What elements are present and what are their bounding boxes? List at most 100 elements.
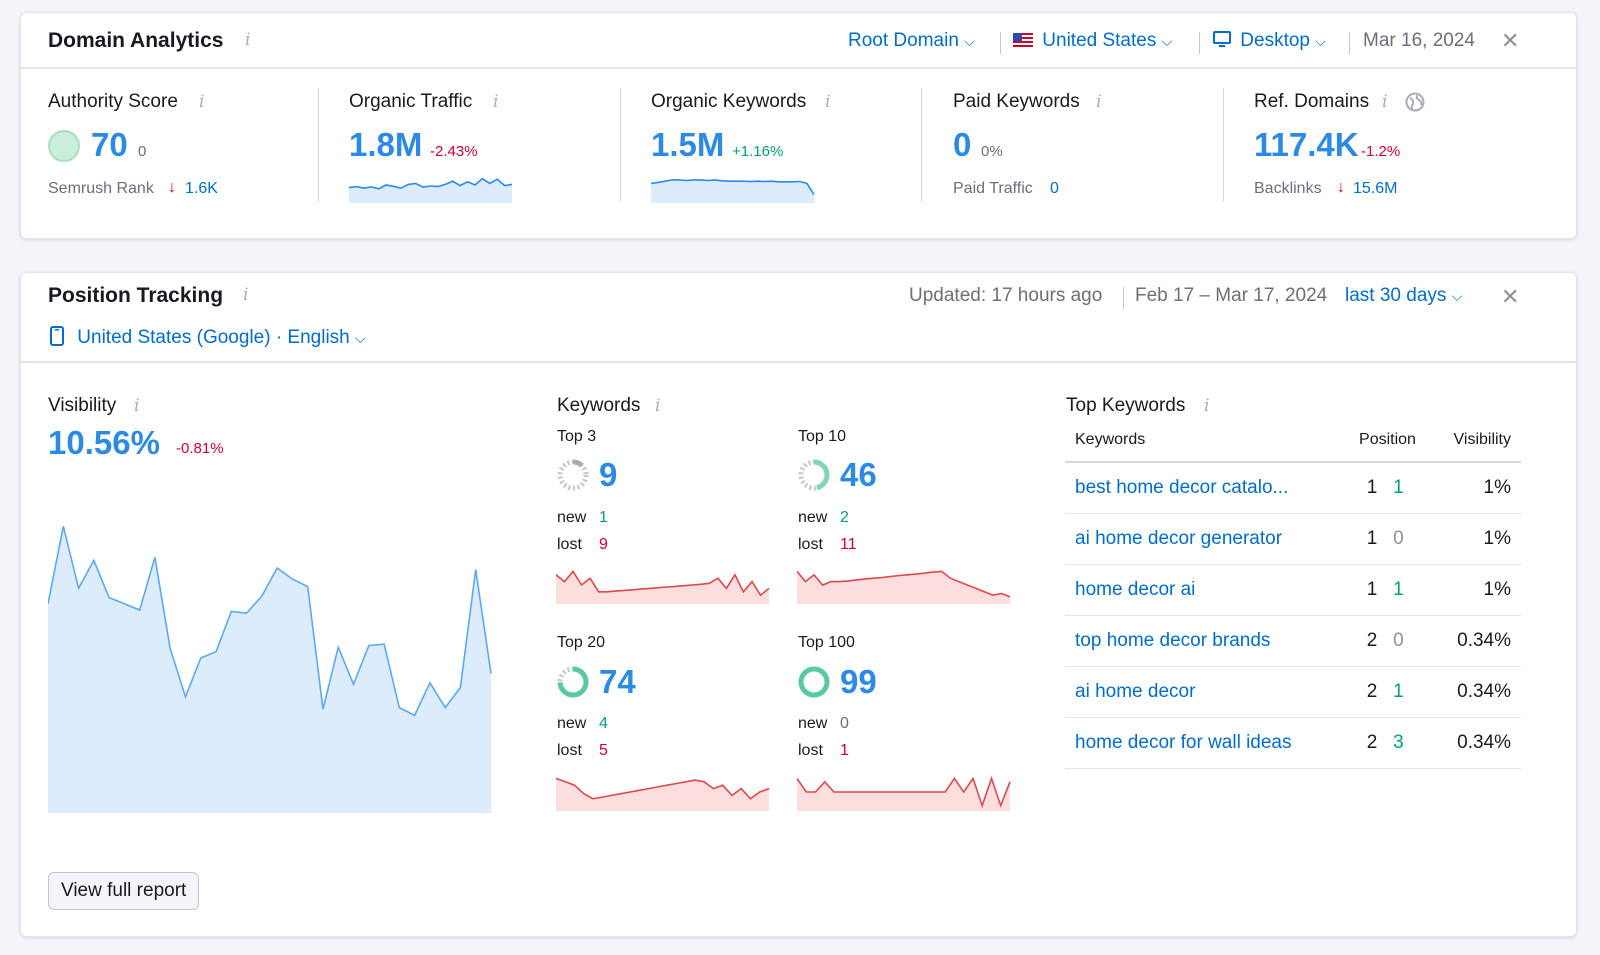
info-icon[interactable]: i: [199, 92, 205, 112]
top20-count[interactable]: 74: [599, 663, 636, 700]
root-domain-dropdown[interactable]: Root Domain ⌵: [848, 30, 975, 52]
top100-count[interactable]: 99: [840, 663, 877, 700]
domain-analytics-title: Domain Analytics: [48, 29, 224, 52]
position-tracking-card: Position Tracking i Updated: 17 hours ag…: [20, 272, 1577, 937]
semrush-rank-value[interactable]: 1.6K: [185, 180, 218, 197]
ring-track: [557, 459, 589, 491]
metric-divider: [318, 88, 319, 202]
organic-keywords-value[interactable]: 1.5M: [651, 126, 725, 163]
info-icon[interactable]: i: [825, 92, 831, 112]
table-row: ai home decor generator 1 0 1%: [1065, 513, 1521, 565]
organic-keywords-sparkline: [651, 179, 815, 203]
keyword-link[interactable]: top home decor brands: [1075, 629, 1271, 651]
keyword-link[interactable]: home decor for wall ideas: [1075, 731, 1292, 753]
visibility-line: [48, 526, 492, 717]
visibility-delta: -0.81%: [176, 440, 224, 457]
new-label: new: [557, 509, 587, 526]
info-icon[interactable]: i: [1382, 92, 1388, 112]
authority-score-ring-icon: [48, 130, 80, 162]
new-label: new: [798, 715, 828, 732]
ring-fill: [798, 666, 830, 698]
header-divider: [1123, 287, 1124, 309]
top100-new: 0: [840, 715, 849, 732]
table-header-row: Keywords Position Visibility: [1065, 418, 1521, 463]
info-icon[interactable]: i: [243, 285, 249, 305]
group-name: Top 100: [798, 634, 855, 651]
ring-fill: [798, 459, 830, 491]
position-value: 1: [1366, 527, 1378, 549]
visibility-value: 0.34%: [1457, 629, 1511, 651]
top10-new: 2: [840, 509, 849, 526]
domain-analytics-card: Domain Analytics i Root Domain ⌵ United …: [20, 12, 1577, 239]
top20-ring-icon: [557, 666, 589, 698]
organic-traffic-value[interactable]: 1.8M: [349, 126, 423, 163]
visibility-area-chart: [48, 526, 492, 813]
keyword-trend-area: [556, 778, 769, 811]
visibility-value: 0.34%: [1457, 731, 1511, 753]
info-icon[interactable]: i: [1096, 92, 1102, 112]
ref-domains-delta: -1.2%: [1361, 143, 1401, 160]
top3-count[interactable]: 9: [599, 456, 618, 493]
keyword-trend-area: [797, 778, 1010, 811]
paid-keywords-delta: 0%: [981, 143, 1003, 160]
close-icon[interactable]: ✕: [1501, 284, 1520, 309]
country-dropdown[interactable]: United States ⌵: [1013, 30, 1172, 52]
info-icon[interactable]: i: [245, 30, 251, 50]
keyword-trend-line: [797, 775, 1011, 809]
position-value: 2: [1366, 629, 1378, 651]
ref-domains-label: Ref. Domains: [1254, 91, 1370, 112]
organic-keywords-label: Organic Keywords: [651, 91, 807, 112]
keywords-label: Keywords: [557, 395, 641, 416]
keyword-link[interactable]: ai home decor generator: [1075, 527, 1283, 549]
organic-traffic-label: Organic Traffic: [349, 91, 473, 112]
chevron-down-icon: ⌵: [1451, 288, 1463, 304]
top100-lost: 1: [840, 742, 849, 759]
group-name: Top 3: [557, 428, 597, 445]
lost-label: lost: [557, 742, 582, 759]
column-header-position[interactable]: Position: [1336, 418, 1432, 463]
column-header-visibility[interactable]: Visibility: [1431, 418, 1521, 463]
organic-traffic-delta: -2.43%: [430, 143, 478, 160]
arrow-down-icon: ↓: [1337, 179, 1345, 196]
location-dropdown[interactable]: United States (Google) · English ⌵: [50, 326, 366, 349]
root-domain-label: Root Domain: [848, 30, 959, 51]
visibility-value: 1%: [1483, 578, 1511, 600]
position-change: 1: [1393, 476, 1404, 498]
period-dropdown[interactable]: last 30 days ⌵: [1345, 285, 1462, 307]
filter-divider: [1349, 32, 1350, 54]
info-icon[interactable]: i: [655, 396, 661, 416]
keyword-trend-line: [797, 570, 1011, 598]
top10-count[interactable]: 46: [840, 456, 877, 493]
trend-line: [349, 177, 513, 190]
ring-fill: [557, 459, 589, 491]
info-icon[interactable]: i: [1204, 396, 1210, 416]
top3-sparkline: [556, 570, 770, 604]
paid-keywords-value[interactable]: 0: [953, 126, 972, 163]
authority-score-delta: 0: [138, 143, 147, 160]
paid-traffic-label: Paid Traffic: [953, 180, 1033, 197]
paid-traffic-value[interactable]: 0: [1050, 180, 1059, 197]
backlinks-value[interactable]: 15.6M: [1353, 180, 1398, 197]
position-tracking-title: Position Tracking: [48, 284, 224, 307]
view-full-report-button[interactable]: View full report: [48, 872, 200, 910]
column-header-keywords[interactable]: Keywords: [1065, 418, 1337, 463]
table-row: best home decor catalo... 1 1 1%: [1065, 462, 1521, 514]
close-icon[interactable]: ✕: [1501, 28, 1520, 53]
keyword-link[interactable]: home decor ai: [1075, 578, 1196, 600]
header-divider: [21, 67, 1576, 69]
info-icon[interactable]: i: [134, 396, 140, 416]
keyword-link[interactable]: ai home decor: [1075, 680, 1196, 702]
top10-sparkline: [797, 570, 1011, 604]
group-name: Top 20: [557, 634, 606, 651]
arrow-down-icon: ↓: [168, 179, 176, 196]
info-icon[interactable]: i: [493, 92, 499, 112]
globe-icon[interactable]: [1405, 92, 1425, 112]
keyword-link[interactable]: best home decor catalo...: [1075, 476, 1289, 498]
trend-area: [651, 179, 814, 203]
table-row: ai home decor 2 1 0.34%: [1065, 666, 1521, 718]
ref-domains-value[interactable]: 117.4K: [1254, 126, 1359, 163]
header-divider: [21, 361, 1576, 363]
chevron-down-icon: ⌵: [964, 33, 975, 49]
top3-new: 1: [599, 509, 608, 526]
device-dropdown[interactable]: Desktop ⌵: [1213, 30, 1326, 52]
